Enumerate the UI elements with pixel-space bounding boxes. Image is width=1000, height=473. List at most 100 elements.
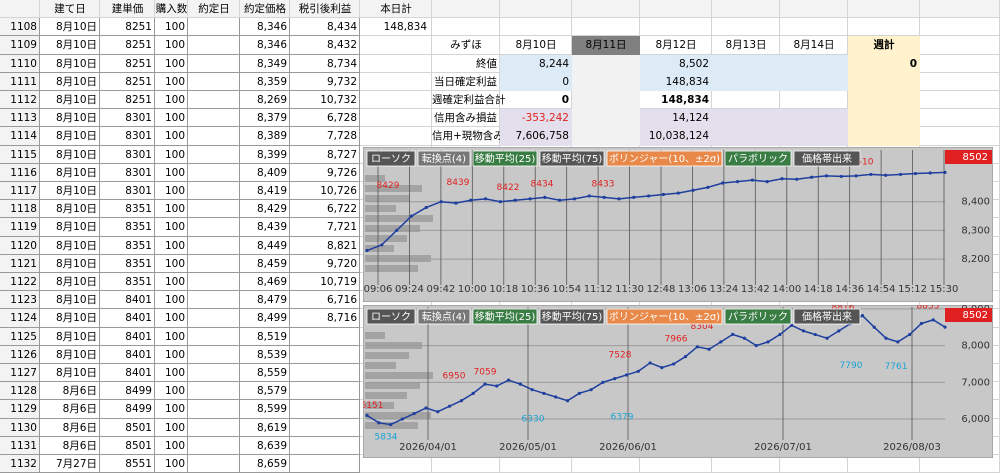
cell[interactable] — [290, 145, 360, 164]
cell[interactable] — [188, 236, 240, 255]
cell[interactable] — [100, 291, 155, 310]
cell[interactable] — [572, 0, 640, 19]
toolbar-button[interactable] — [417, 150, 471, 167]
cell[interactable] — [360, 18, 432, 37]
cell[interactable] — [155, 36, 188, 55]
toolbar-button[interactable] — [366, 308, 416, 325]
cell[interactable] — [432, 54, 500, 73]
cell[interactable] — [155, 127, 188, 146]
cell[interactable] — [188, 163, 240, 182]
cell[interactable] — [40, 436, 100, 455]
cell[interactable] — [0, 36, 40, 55]
cell[interactable] — [188, 218, 240, 237]
cell[interactable] — [240, 400, 290, 419]
cell[interactable] — [712, 18, 780, 37]
cell[interactable] — [155, 400, 188, 419]
cell[interactable] — [155, 273, 188, 292]
cell[interactable] — [240, 182, 290, 201]
cell[interactable] — [240, 18, 290, 37]
cell[interactable] — [155, 54, 188, 73]
summary-cell[interactable] — [780, 72, 848, 91]
toolbar-label[interactable]: ボリンジャー(10、±2σ) — [609, 311, 720, 323]
cell[interactable] — [920, 72, 1000, 91]
cell[interactable] — [290, 109, 360, 128]
cell[interactable] — [188, 382, 240, 401]
cell[interactable] — [240, 254, 290, 273]
cell[interactable] — [240, 145, 290, 164]
cell[interactable] — [40, 109, 100, 128]
cell[interactable] — [155, 236, 188, 255]
cell[interactable] — [0, 182, 40, 201]
summary-cell[interactable] — [572, 54, 640, 73]
cell[interactable] — [0, 72, 40, 91]
cell[interactable] — [100, 54, 155, 73]
cell[interactable] — [188, 327, 240, 346]
cell[interactable] — [100, 327, 155, 346]
cell[interactable] — [0, 54, 40, 73]
cell[interactable] — [920, 54, 1000, 73]
cell[interactable] — [360, 0, 432, 19]
cell[interactable] — [712, 36, 780, 55]
cell[interactable] — [155, 309, 188, 328]
cell[interactable] — [240, 291, 290, 310]
cell[interactable] — [188, 54, 240, 73]
cell[interactable] — [155, 91, 188, 110]
cell[interactable] — [0, 254, 40, 273]
cell[interactable] — [40, 345, 100, 364]
cell[interactable] — [0, 436, 40, 455]
cell[interactable] — [360, 36, 432, 55]
cell[interactable] — [780, 0, 848, 19]
toolbar-label[interactable]: 転換点(4) — [422, 311, 466, 323]
cell[interactable] — [155, 327, 188, 346]
cell[interactable] — [432, 127, 500, 146]
cell[interactable] — [240, 309, 290, 328]
cell[interactable] — [240, 418, 290, 437]
toolbar-button[interactable] — [793, 308, 861, 325]
cell[interactable] — [188, 200, 240, 219]
cell[interactable] — [188, 455, 240, 473]
cell[interactable] — [40, 327, 100, 346]
cell[interactable] — [40, 163, 100, 182]
cell[interactable] — [920, 109, 1000, 128]
cell[interactable] — [155, 72, 188, 91]
cell[interactable] — [500, 0, 572, 19]
toolbar-label[interactable]: ローソク — [371, 153, 411, 165]
cell[interactable] — [0, 291, 40, 310]
cell[interactable] — [0, 345, 40, 364]
cell[interactable] — [100, 236, 155, 255]
cell[interactable] — [40, 236, 100, 255]
cell[interactable] — [188, 364, 240, 383]
summary-cell[interactable]: 0 — [500, 72, 572, 91]
cell[interactable] — [360, 127, 432, 146]
cell[interactable] — [40, 364, 100, 383]
cell[interactable] — [0, 127, 40, 146]
cell[interactable] — [240, 91, 290, 110]
cell[interactable] — [40, 182, 100, 201]
toolbar-label[interactable]: 転換点(4) — [422, 153, 466, 165]
cell[interactable] — [640, 18, 712, 37]
cell[interactable] — [240, 236, 290, 255]
cell[interactable] — [240, 436, 290, 455]
toolbar-label[interactable]: 移動平均(75) — [542, 310, 603, 323]
toolbar-label[interactable]: パラボリック — [728, 311, 788, 323]
cell[interactable] — [0, 145, 40, 164]
cell[interactable] — [240, 0, 290, 19]
cell[interactable] — [240, 36, 290, 55]
cell[interactable] — [188, 273, 240, 292]
cell[interactable] — [155, 291, 188, 310]
cell[interactable] — [920, 18, 1000, 37]
cell[interactable] — [290, 163, 360, 182]
cell[interactable] — [290, 455, 360, 473]
cell[interactable] — [0, 0, 40, 19]
toolbar-button[interactable] — [539, 308, 605, 325]
cell[interactable] — [640, 0, 712, 19]
cell[interactable] — [188, 72, 240, 91]
cell[interactable] — [240, 54, 290, 73]
cell[interactable] — [100, 436, 155, 455]
cell[interactable] — [155, 163, 188, 182]
cell[interactable] — [40, 36, 100, 55]
cell[interactable] — [40, 18, 100, 37]
cell[interactable] — [100, 382, 155, 401]
cell[interactable] — [240, 273, 290, 292]
cell[interactable] — [360, 109, 432, 128]
